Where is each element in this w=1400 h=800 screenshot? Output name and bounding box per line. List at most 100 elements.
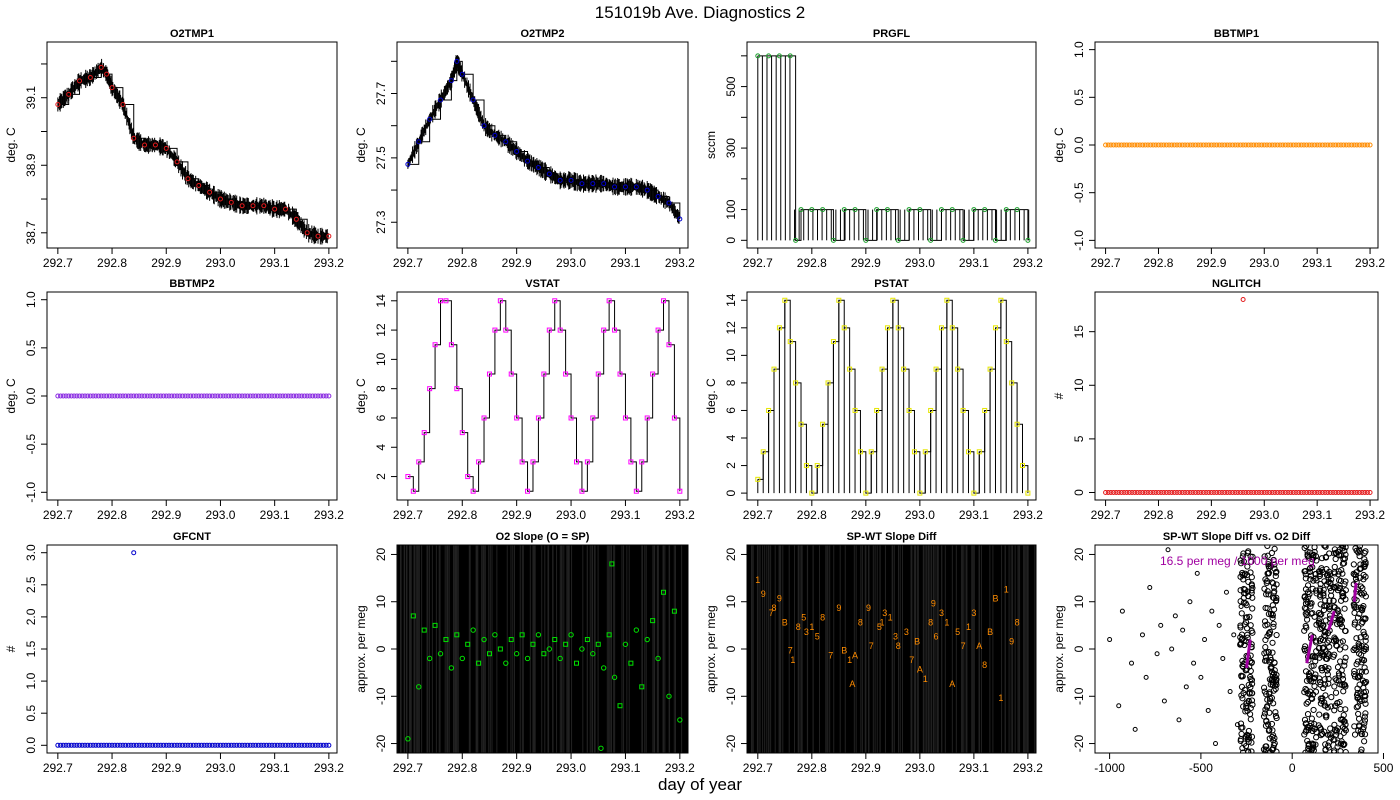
cluster-point	[1272, 598, 1280, 605]
cluster-point	[1273, 748, 1280, 753]
data-point	[1238, 603, 1244, 609]
cluster-point	[1342, 749, 1349, 753]
data-point	[852, 207, 858, 213]
cluster-point	[1361, 717, 1369, 724]
cluster-point	[1304, 710, 1312, 718]
cluster-point	[1273, 631, 1280, 639]
data-point	[207, 393, 213, 399]
data-point	[291, 742, 297, 748]
data-point	[239, 203, 245, 209]
cluster-point	[1362, 668, 1369, 675]
data-point	[955, 366, 961, 372]
data-point	[1179, 489, 1185, 495]
cluster-point	[1268, 720, 1276, 728]
data-point	[1243, 489, 1249, 495]
data-point	[535, 165, 541, 171]
data-point	[296, 393, 302, 399]
cluster-point	[1247, 622, 1254, 629]
cluster-point	[1308, 610, 1315, 617]
y-tick-label: 500	[724, 76, 738, 96]
data-point	[226, 742, 232, 748]
cluster-point	[1269, 733, 1276, 741]
data-point	[1314, 489, 1320, 495]
cluster-point	[1322, 702, 1329, 709]
x-tick-label: 293.0	[556, 761, 586, 775]
y-axis-label: #	[4, 645, 18, 652]
x-tick-label: 292.7	[743, 508, 773, 522]
data-point	[803, 463, 809, 469]
cluster-point	[1321, 632, 1328, 639]
data-point	[1333, 489, 1339, 495]
data-point	[1272, 142, 1278, 148]
cluster-point	[1351, 621, 1358, 628]
cluster-point	[1357, 589, 1364, 597]
data-point	[106, 742, 112, 748]
data-point	[546, 171, 552, 177]
x-tick-label: 293.1	[959, 761, 989, 775]
data-point	[1343, 489, 1349, 495]
data-point	[77, 393, 83, 399]
data-point	[546, 646, 552, 652]
x-tick-label: 500	[1373, 761, 1393, 775]
data-point	[1155, 142, 1161, 148]
cluster-point	[1248, 587, 1255, 594]
data-point	[1174, 489, 1180, 495]
data-point	[212, 742, 218, 748]
data-point	[1253, 489, 1259, 495]
cluster-point	[1318, 555, 1326, 562]
data-point	[405, 161, 411, 167]
cluster-point	[1240, 576, 1247, 583]
y-axis-label: approx. per meg	[1052, 605, 1066, 692]
cluster-point	[1301, 647, 1309, 654]
data-label: 9	[1009, 636, 1014, 646]
plot-frame	[46, 41, 338, 249]
cluster-point	[1322, 617, 1329, 624]
data-label: 1	[880, 617, 885, 627]
data-point	[323, 393, 329, 399]
data-point	[1190, 489, 1196, 495]
y-tick-label: 300	[724, 138, 738, 158]
data-point	[120, 393, 126, 399]
data-point	[1171, 489, 1177, 495]
data-point	[787, 339, 793, 345]
data-point	[77, 742, 83, 748]
data-point	[1111, 142, 1117, 148]
cluster-point	[1317, 568, 1324, 575]
data-point	[655, 194, 661, 199]
cluster-point	[1238, 692, 1245, 699]
y-tick-label: -10	[724, 687, 738, 705]
cluster-point	[1237, 624, 1244, 631]
cluster-point	[1341, 581, 1348, 588]
data-point	[1264, 142, 1270, 148]
cluster-point	[1316, 675, 1323, 682]
data-point	[1220, 655, 1226, 661]
data-point	[798, 421, 804, 427]
x-tick-label: 292.8	[447, 761, 477, 775]
data-point	[104, 393, 110, 399]
plot-area	[55, 393, 332, 399]
y-tick-label: 2	[374, 473, 388, 480]
data-point	[1240, 489, 1246, 495]
data-point	[1330, 489, 1336, 495]
data-point	[1116, 142, 1122, 148]
data-point	[280, 393, 286, 399]
data-point	[563, 371, 569, 377]
data-point	[421, 430, 427, 436]
data-point	[809, 490, 815, 496]
data-point	[1277, 142, 1283, 148]
data-point	[1349, 489, 1355, 495]
y-tick-label: 4	[724, 434, 738, 441]
y-tick-label: 12	[724, 321, 738, 335]
data-point	[639, 459, 645, 465]
data-point	[755, 53, 761, 59]
data-point	[514, 415, 520, 421]
data-point	[535, 415, 541, 421]
cluster-point	[1326, 643, 1333, 650]
x-tick-label: 0	[1289, 761, 1296, 775]
plot-frame	[1094, 41, 1379, 249]
plot-frame	[396, 41, 689, 249]
cluster-point	[1238, 724, 1245, 731]
data-point	[661, 298, 667, 304]
data-label: A	[917, 665, 923, 675]
cluster-point	[1264, 621, 1271, 628]
